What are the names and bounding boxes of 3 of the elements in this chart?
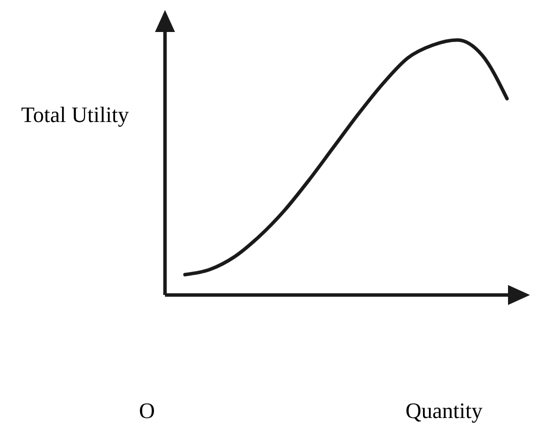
x-axis-title: Quantity: [406, 398, 482, 423]
text: O: [139, 398, 155, 423]
y-axis-title: Total Utility: [21, 102, 129, 127]
